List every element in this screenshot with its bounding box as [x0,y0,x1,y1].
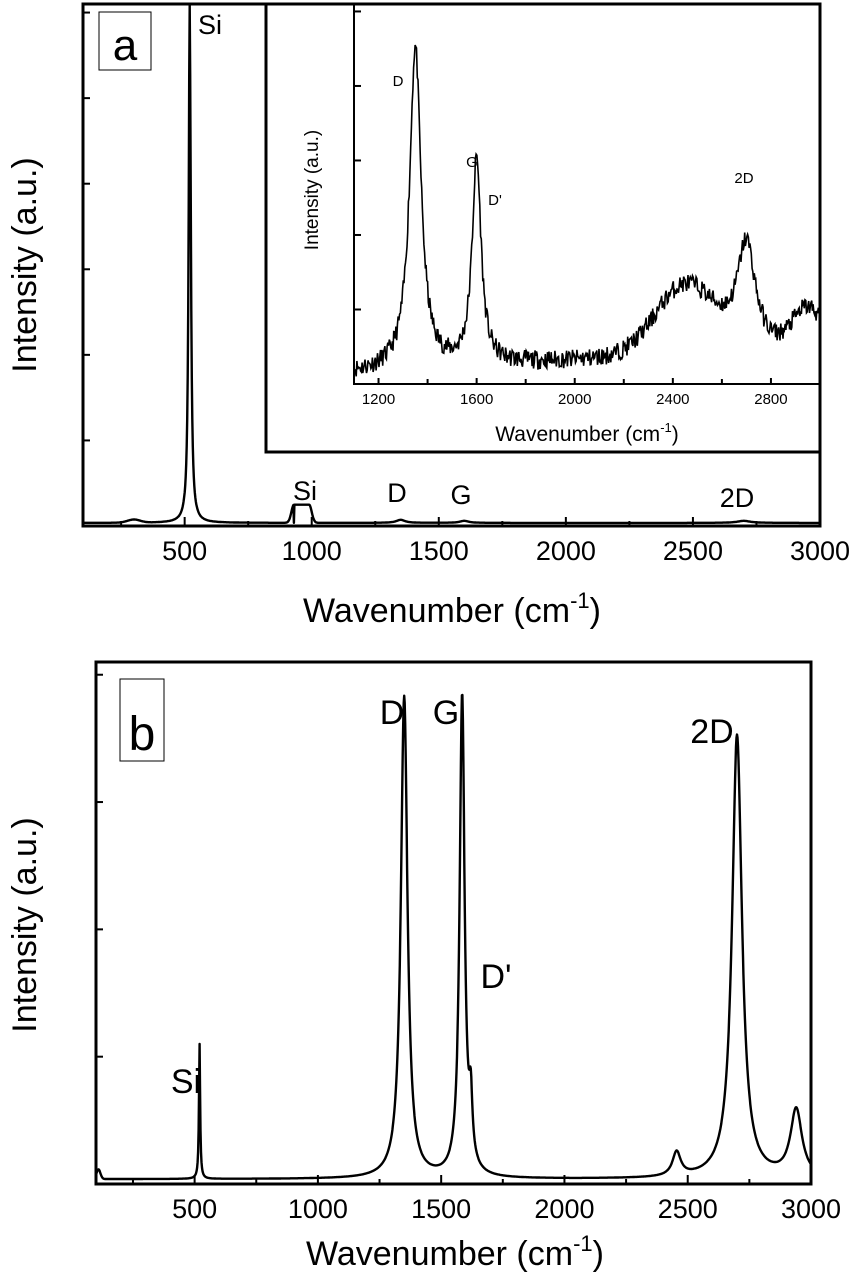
a-peak-label-si: Si [293,476,317,506]
a-x-tick-label: 500 [162,536,207,566]
b-peak-label-dprime: D' [480,958,511,996]
a-x-tick-label: 2000 [536,536,596,566]
inset-peak-label-dprime: D' [488,192,502,209]
inset-peak-label-2d: 2D [734,170,753,187]
inset-spectrum [353,44,821,378]
panel-b-peak-labels: Si D G D' 2D [171,694,734,1101]
inset-x-tick-label: 1600 [460,391,493,408]
inset-ylabel: Intensity (a.u.) [302,130,323,250]
b-x-tick-label: 1000 [288,1194,348,1224]
b-x-tick-label: 500 [172,1194,217,1224]
panel-b-y-ticks [96,673,103,1058]
b-x-tick-label: 1500 [411,1194,471,1224]
b-peak-label-si: Si [171,1063,201,1101]
a-peak-label-g: G [450,480,471,510]
panel-a-inset: 1200 1600 2000 2400 2800 D G D' 2D Intensity (a… [264,2,822,454]
inset-peak-label-g: G [466,154,478,171]
inset-xlabel-main: Wavenumber (cm [495,423,660,446]
inset-x-tick-label: 2000 [558,391,591,408]
panel-a-xlabel-sup: -1 [570,588,590,613]
panel-a-ylabel: Intensity (a.u.) [6,157,44,372]
inset-x-tick-label: 2800 [754,391,787,408]
panel-a-y-ticks [83,11,90,442]
panel-a-xlabel-close: ) [590,592,601,630]
panel-b-ylabel: Intensity (a.u.) [6,817,44,1032]
panel-a-peak-labels: Si Si D G 2D [198,10,754,513]
inset-xlabel-sup: -1 [660,420,672,435]
inset-xlabel-close: ) [672,423,679,446]
panel-b-spectrum [94,693,812,1181]
b-x-tick-label: 3000 [781,1194,841,1224]
a-x-tick-label: 3000 [790,536,850,566]
a-peak-label-si: Si [198,10,222,40]
b-peak-label-g: G [433,694,459,732]
a-x-tick-label: 1000 [282,536,342,566]
panel-b-xlabel: Wavenumber (cm-1) [306,1231,604,1273]
panel-a-xlabel: Wavenumber (cm-1) [303,588,601,630]
panel-b-xlabel-sup: -1 [573,1231,593,1256]
b-peak-label-2d: 2D [690,713,733,751]
inset-peak-label-d: D [393,73,404,90]
b-x-tick-label: 2500 [658,1194,718,1224]
inset-peak-labels: D G D' 2D [393,73,754,209]
inset-y-ticks [354,10,361,311]
panel-a-xlabel-main: Wavenumber (cm [303,592,570,630]
inset-xlabel: Wavenumber (cm-1) [495,420,679,446]
inset-x-ticks: 1200 1600 2000 2400 2800 [362,378,788,408]
a-x-tick-label: 1500 [409,536,469,566]
inset-outer-frame [264,2,822,454]
panel-a: 500 1000 1500 2000 2500 3000 Si Si D G 2D a Inten… [6,2,850,630]
b-x-tick-label: 2000 [534,1194,594,1224]
inset-x-tick-label: 2400 [656,391,689,408]
b-peak-label-d: D [380,694,405,732]
a-peak-label-d: D [387,478,407,508]
panel-a-label-box [98,11,152,71]
panel-b-label: b [129,708,156,761]
inset-plot-frame [353,3,821,385]
inset-x-tick-label: 1200 [362,391,395,408]
panel-b: 500 1000 1500 2000 2500 3000 Si D G D' 2D b Inten… [6,660,841,1273]
a-x-tick-label: 2500 [663,536,723,566]
panel-a-label: a [113,21,138,70]
a-peak-label-2d: 2D [720,483,755,513]
panel-b-frame [94,660,813,1186]
panel-a-x-ticks: 500 1000 1500 2000 2500 3000 [120,517,850,566]
panel-b-xlabel-main: Wavenumber (cm [306,1235,573,1273]
panel-b-x-ticks: 500 1000 1500 2000 2500 3000 [131,1175,841,1224]
panel-b-xlabel-close: ) [593,1235,604,1273]
panel-b-label-box [119,678,165,762]
panel-a-spectrum [82,3,821,525]
